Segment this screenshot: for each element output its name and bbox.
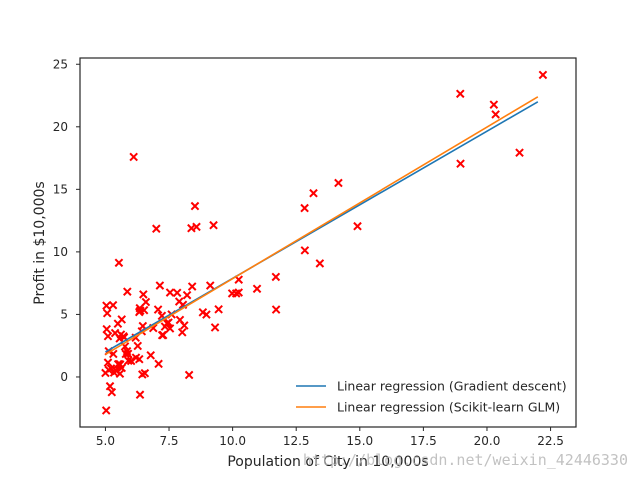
- x-tick-label: 17.5: [410, 434, 437, 448]
- scatter-point: [141, 297, 151, 307]
- scatter-point: [138, 370, 147, 379]
- scatter-point: [334, 178, 343, 188]
- x-tick-label: 7.5: [159, 434, 178, 448]
- scatter-point: [234, 288, 244, 297]
- scatter-point: [214, 304, 223, 314]
- legend: Linear regression (Gradient descent) Lin…: [296, 379, 567, 415]
- scatter-point: [227, 289, 237, 298]
- regression-line-sklearn: [105, 96, 539, 356]
- scatter-point: [210, 323, 220, 332]
- scatter-point: [154, 359, 163, 369]
- legend-label-sklearn: Linear regression (Scikit-learn GLM): [337, 400, 560, 415]
- y-axis-label: Profit in $10,000s: [32, 181, 48, 304]
- x-tick-label: 5.0: [96, 434, 115, 448]
- scatter-point: [133, 341, 143, 351]
- x-tick-label: 22.5: [537, 434, 564, 448]
- scatter-point: [113, 359, 123, 369]
- scatter-point: [353, 221, 362, 231]
- scatter-point: [103, 331, 113, 341]
- scatter-point: [101, 368, 110, 378]
- watermark: http://blog.csdn.net/weixin_42446330: [303, 451, 628, 469]
- scatter-point: [165, 288, 175, 297]
- scatter-point: [102, 324, 112, 334]
- scatter-point: [315, 259, 325, 268]
- scatter-point: [190, 201, 200, 211]
- scatter-point: [202, 310, 211, 319]
- scatter-point: [117, 315, 127, 324]
- scatter-point: [192, 222, 201, 232]
- scatter-point: [139, 305, 149, 315]
- scatter-point: [515, 148, 524, 157]
- scatter-point: [174, 297, 184, 306]
- scatter-point: [187, 282, 197, 291]
- scatter-point: [155, 281, 165, 290]
- scatter-point: [271, 305, 281, 314]
- scatter-point: [309, 188, 318, 198]
- scatter-point: [177, 328, 187, 337]
- y-tick-label: 0: [60, 370, 68, 384]
- scatter-point: [538, 70, 548, 80]
- scatter-point: [139, 290, 148, 299]
- x-tick-label: 15.0: [346, 434, 373, 448]
- scatter-point: [102, 301, 111, 310]
- scatter-point: [456, 159, 465, 169]
- scatter-point: [152, 224, 161, 234]
- scatter-point: [160, 322, 170, 331]
- scatter-point: [105, 381, 115, 391]
- scatter-point: [114, 258, 124, 268]
- scatter-point: [300, 203, 309, 213]
- y-tick-label: 10: [53, 245, 68, 259]
- scatter-point: [124, 356, 133, 366]
- regression-line-gradient-descent: [105, 101, 539, 353]
- scatter-point: [300, 246, 310, 255]
- scatter-point: [129, 152, 138, 162]
- y-tick-label: 20: [53, 120, 68, 134]
- x-tick-label: 10.0: [219, 434, 246, 448]
- scatter-point: [115, 360, 125, 369]
- scatter-point: [209, 220, 218, 230]
- plot-marks: [101, 70, 548, 415]
- scatter-point: [135, 303, 145, 313]
- y-axis-ticks: 0 5 10 15 20 25: [53, 57, 80, 384]
- scatter-point: [109, 368, 119, 377]
- scatter-point: [146, 351, 156, 360]
- scatter-point: [103, 358, 113, 367]
- scatter-point: [135, 390, 145, 400]
- x-tick-label: 12.5: [283, 434, 310, 448]
- y-tick-label: 15: [53, 182, 68, 196]
- scatter-point: [126, 356, 136, 366]
- scatter-point: [491, 110, 500, 119]
- scatter-point: [101, 406, 111, 415]
- scatter-point: [182, 290, 192, 300]
- scatter-point: [153, 305, 163, 314]
- scatter-point: [489, 100, 499, 109]
- x-axis-ticks: 5.0 7.5 10.0 12.5 15.0 17.5 20.0 22.5: [96, 427, 564, 448]
- scatter-point: [131, 353, 141, 363]
- scatter-point: [107, 387, 117, 397]
- y-tick-label: 5: [60, 307, 68, 321]
- scatter-point: [172, 288, 182, 298]
- scatter-point: [205, 281, 215, 290]
- scatter-point: [455, 89, 465, 99]
- scatter-point: [252, 284, 262, 294]
- x-axis-label: Population of City in 10,000s: [227, 454, 428, 470]
- x-tick-label: 20.0: [474, 434, 501, 448]
- scatter-point: [116, 330, 126, 339]
- legend-label-gradient: Linear regression (Gradient descent): [337, 379, 567, 394]
- scatter-point: [165, 324, 175, 333]
- y-tick-label: 25: [53, 57, 68, 71]
- scatter-point: [184, 370, 194, 380]
- plot-frame: [79, 57, 577, 428]
- scatter-point: [179, 321, 189, 330]
- scatter-point: [123, 287, 132, 296]
- scatter-point: [122, 346, 132, 356]
- scatter-point: [271, 272, 281, 282]
- scatter-point: [102, 308, 112, 318]
- scatter-point: [158, 330, 168, 340]
